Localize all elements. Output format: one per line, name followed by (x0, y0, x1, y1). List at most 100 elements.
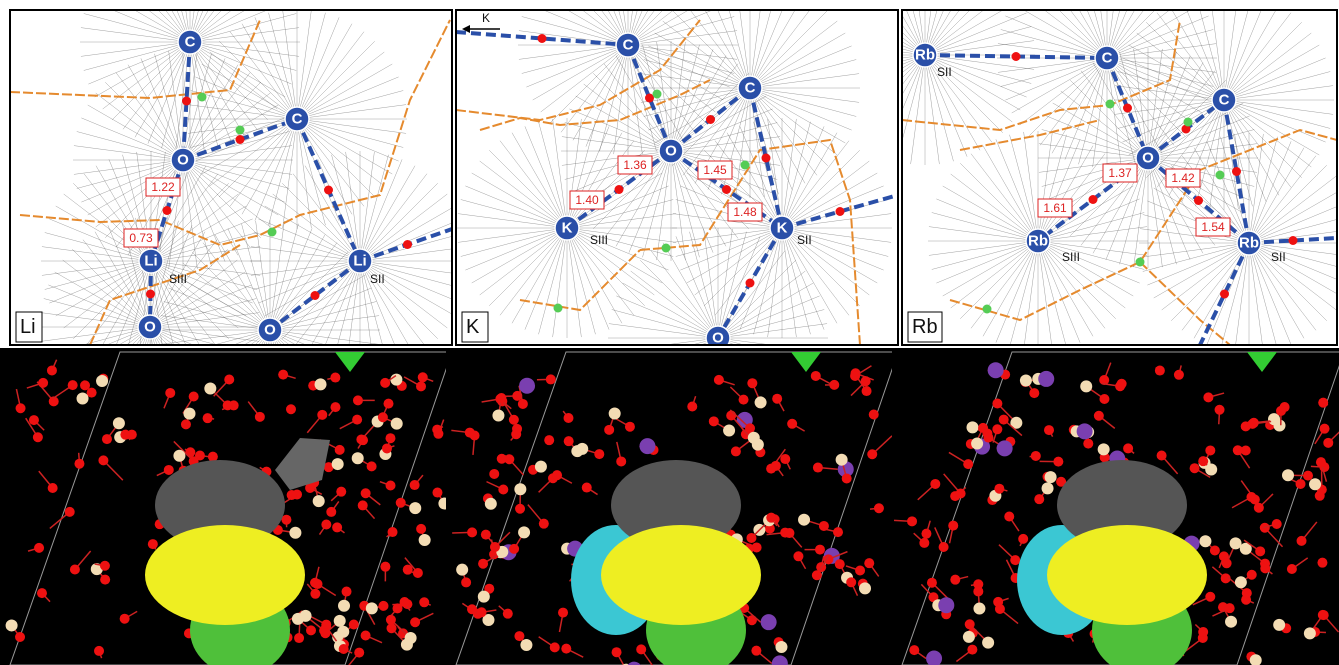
oxygen (46, 365, 57, 376)
field-line (902, 54, 926, 59)
oxygen (581, 482, 592, 493)
oxygen (811, 570, 822, 581)
oxygen (846, 577, 857, 588)
field-line (995, 240, 1039, 343)
field-line (269, 274, 366, 331)
field-line (149, 312, 260, 328)
field-line (189, 10, 246, 43)
field-line (269, 329, 286, 345)
field-line (105, 82, 184, 161)
field-line (670, 44, 700, 152)
field-line (1086, 10, 1108, 59)
field-line (566, 227, 677, 243)
field-line (1248, 242, 1292, 345)
field-line (1106, 10, 1156, 59)
field-line (566, 199, 674, 229)
field-line (1223, 10, 1277, 101)
silicon (183, 407, 196, 420)
field-line (73, 260, 152, 339)
field-line (189, 41, 278, 110)
field-line (616, 295, 719, 339)
field-line (670, 122, 778, 152)
oxygen (948, 520, 959, 531)
field-line (906, 10, 926, 56)
oxygen (1173, 369, 1184, 380)
basin-border (949, 128, 1337, 322)
field-line (924, 10, 1004, 56)
field-line (902, 24, 926, 56)
field-line (524, 126, 568, 229)
field-line (781, 126, 825, 229)
field-line (689, 10, 751, 89)
cation (639, 438, 656, 455)
field-line (1223, 99, 1326, 143)
field-line (781, 227, 860, 306)
field-line (670, 108, 773, 152)
field-line (258, 218, 361, 262)
field-line (149, 284, 252, 328)
oxygen (850, 370, 861, 381)
bond-critical-point (1288, 236, 1298, 245)
field-line (1119, 51, 1149, 159)
oxygen (306, 625, 317, 636)
oxygen (467, 604, 478, 615)
field-line (1106, 10, 1121, 59)
field-line (150, 260, 163, 345)
field-line (282, 10, 298, 120)
field-line (524, 227, 568, 330)
silicon (798, 513, 811, 526)
silicon (482, 614, 495, 627)
render-panel (893, 351, 1339, 665)
field-line (566, 227, 655, 296)
panel-label: K (466, 316, 480, 338)
field-line (561, 136, 672, 152)
field-line (654, 87, 751, 144)
field-line (359, 260, 438, 339)
site-label: SII (370, 272, 385, 286)
field-line (182, 159, 251, 248)
oxygen (812, 462, 823, 473)
silicon (404, 631, 417, 644)
oxygen (738, 394, 749, 405)
field-line (566, 227, 635, 316)
field-line (105, 159, 184, 238)
oxygen (432, 424, 443, 435)
field-line (550, 44, 629, 123)
oxygen (1205, 445, 1216, 456)
field-line (670, 41, 686, 152)
field-line (268, 118, 298, 226)
atom (769, 215, 795, 241)
field-line (627, 10, 664, 46)
ring-critical-point (1215, 170, 1225, 180)
oxygen (909, 645, 920, 656)
field-line (457, 213, 568, 229)
distance-box (1037, 198, 1073, 218)
field-line (902, 45, 926, 56)
field-line (465, 227, 568, 271)
cation (926, 650, 943, 665)
oxygen (1189, 463, 1200, 474)
atom-label: C (292, 111, 303, 128)
oxygen (383, 398, 394, 409)
field-line (704, 10, 751, 89)
field-line (1221, 242, 1250, 345)
oxygen (380, 561, 391, 572)
oxygen (163, 464, 174, 475)
oxygen (432, 487, 443, 498)
oxygen (377, 412, 388, 423)
field-line (296, 118, 365, 207)
bond-critical-point (537, 34, 547, 43)
field-line (296, 118, 385, 187)
field-line (627, 44, 643, 155)
field-line (268, 12, 298, 120)
field-line (359, 260, 452, 315)
field-line (189, 10, 223, 43)
field-line (1106, 43, 1217, 59)
field-line (924, 10, 984, 56)
silicon (204, 382, 217, 395)
field-line (749, 87, 828, 166)
distance-label: 1.54 (1201, 220, 1225, 234)
field-line (465, 185, 568, 229)
field-line (739, 227, 783, 330)
silicon (1205, 463, 1218, 476)
